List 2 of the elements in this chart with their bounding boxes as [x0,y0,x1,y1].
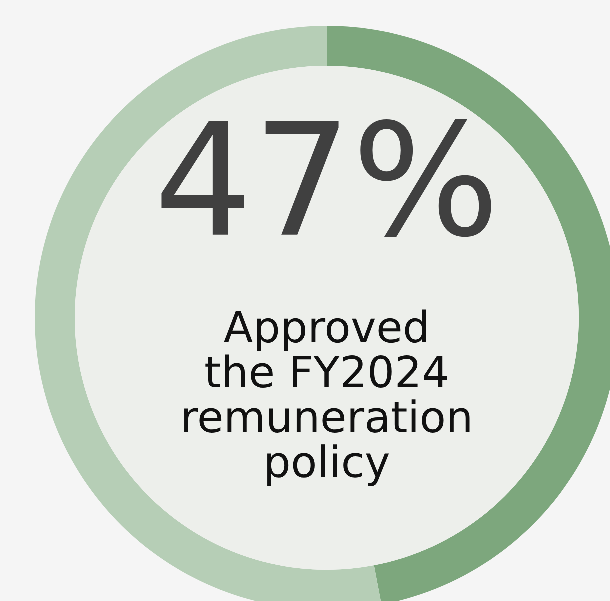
text: Approved the FY2024 remuneration policy [184,310,470,486]
data-label: 47% [162,119,492,238]
